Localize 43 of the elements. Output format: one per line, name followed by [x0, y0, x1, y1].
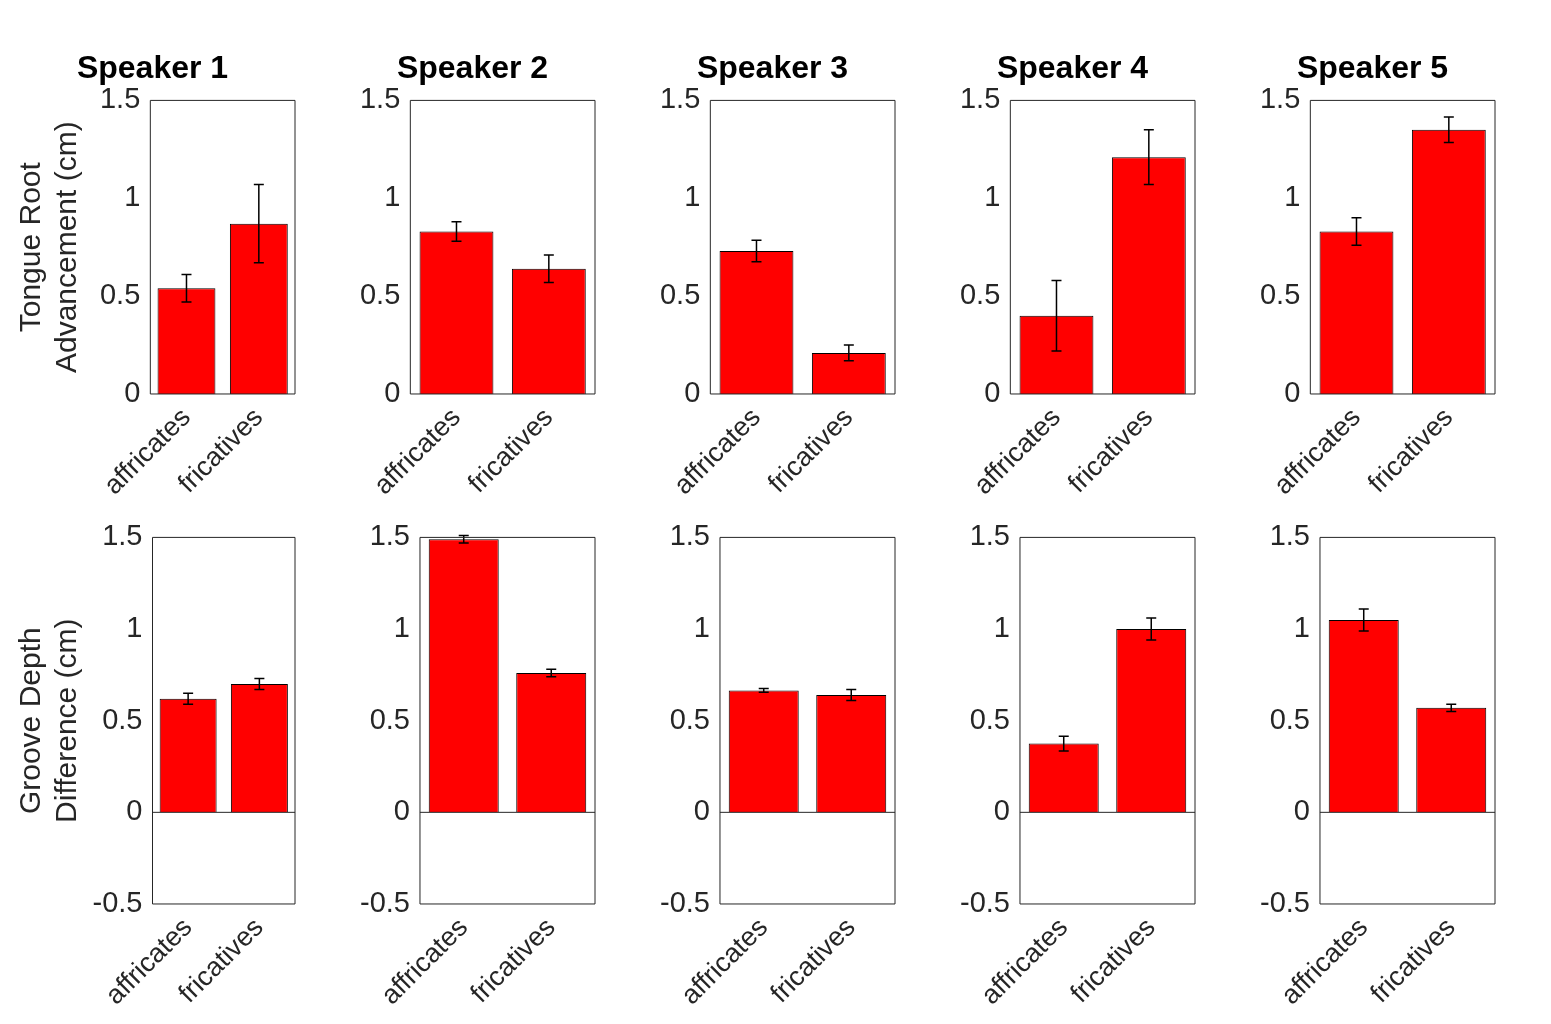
y-tick-label: 0.5 — [99, 278, 141, 311]
y-tick-label: 0 — [126, 794, 143, 827]
y-tick-label: -0.5 — [359, 885, 410, 918]
y-tick-label: 0 — [384, 375, 401, 408]
y-tick-label: 0 — [984, 375, 1001, 408]
y-tick-label: 1.5 — [369, 519, 410, 552]
y-tick-label: -0.5 — [959, 885, 1010, 918]
y-tick-label: 1 — [124, 180, 141, 213]
y-tick-label: 1 — [393, 611, 410, 644]
y-tick-label: 0 — [1284, 375, 1301, 408]
y-tick-label: 1 — [684, 180, 701, 213]
y-tick-label: 0.5 — [959, 278, 1001, 311]
y-tick-label: 1.5 — [102, 519, 143, 552]
y-tick-label: 1 — [384, 180, 401, 213]
y-tick-label: 0 — [393, 794, 410, 827]
y-tick-label: 0.5 — [369, 702, 410, 735]
y-tick-label: 0.5 — [359, 278, 401, 311]
y-axis-title: Tongue Root Advancement (cm) — [13, 121, 83, 374]
y-tick-label: 0.5 — [659, 278, 701, 311]
y-tick-label: 1 — [1284, 180, 1301, 213]
y-tick-label: 1 — [1293, 611, 1310, 644]
y-tick-label: 0 — [684, 375, 701, 408]
y-tick-label: 0 — [993, 794, 1010, 827]
y-tick-label: 0 — [124, 375, 141, 408]
y-tick-label: 0 — [693, 794, 710, 827]
chart-title: Speaker 1 — [76, 49, 229, 86]
y-axis-title: Groove Depth Difference (cm) — [13, 618, 83, 823]
y-tick-label: 0.5 — [969, 702, 1010, 735]
y-tick-label: 1.5 — [669, 519, 710, 552]
y-tick-label: -0.5 — [1259, 885, 1310, 918]
y-tick-label: 1.5 — [1269, 519, 1310, 552]
y-tick-label: 0.5 — [669, 702, 710, 735]
y-tick-label: 0.5 — [1259, 278, 1301, 311]
y-tick-label: 1.5 — [969, 519, 1010, 552]
y-tick-label: 0 — [1293, 794, 1310, 827]
y-tick-label: 1 — [126, 611, 143, 644]
y-tick-label: -0.5 — [92, 885, 143, 918]
y-tick-label: 0.5 — [1269, 702, 1310, 735]
y-tick-label: 1 — [993, 611, 1010, 644]
y-tick-label: 1 — [693, 611, 710, 644]
y-tick-label: -0.5 — [659, 885, 710, 918]
y-tick-label: 0.5 — [102, 702, 143, 735]
y-tick-label: 1 — [984, 180, 1001, 213]
